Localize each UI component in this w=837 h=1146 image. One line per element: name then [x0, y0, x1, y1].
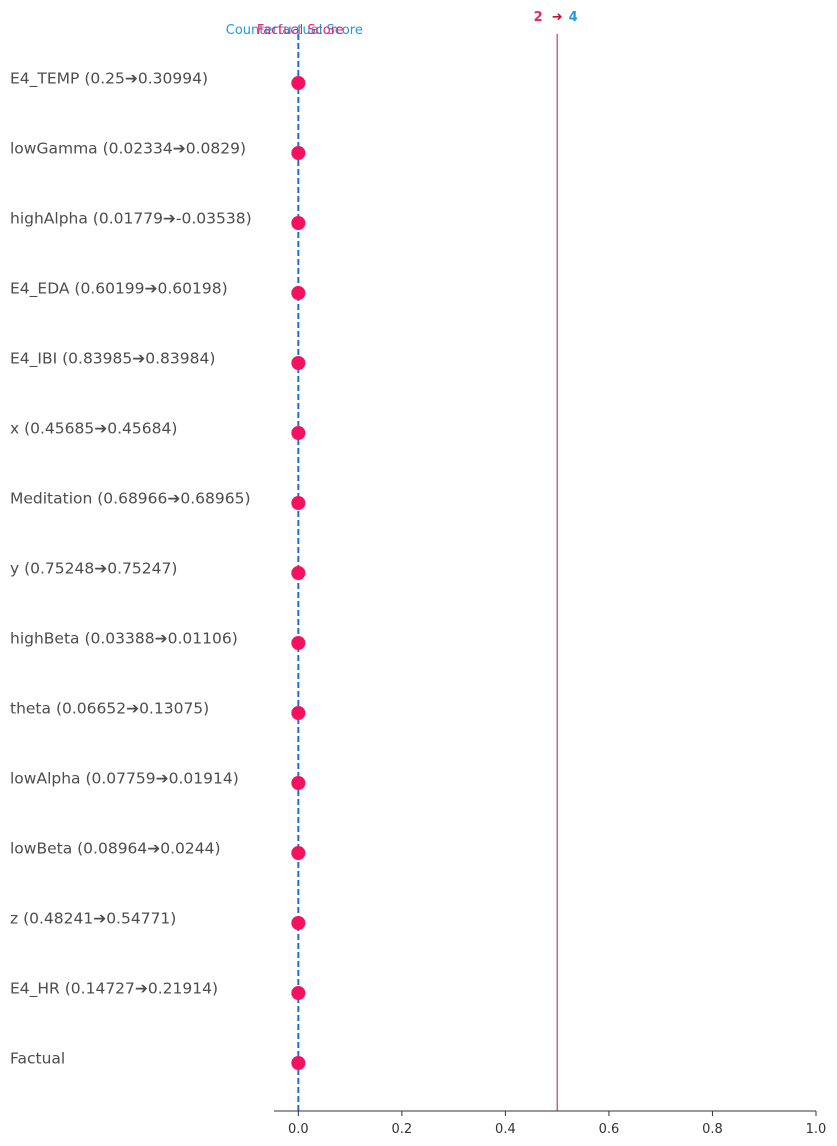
- x-tick-label: 0.0: [288, 1122, 309, 1137]
- factual-score-label: Factual Score: [257, 23, 344, 38]
- data-point: [291, 846, 306, 860]
- data-point: [291, 216, 306, 230]
- counterfactual-score-label: Counterfactual Score: [226, 23, 363, 38]
- feature-label: x (0.45685➔0.45684): [10, 420, 177, 438]
- feature-label: theta (0.06652➔0.13075): [10, 700, 209, 718]
- data-point: [291, 426, 306, 440]
- class-from-label: 2: [534, 10, 543, 25]
- feature-label: lowGamma (0.02334➔0.0829): [10, 140, 246, 158]
- feature-label: lowBeta (0.08964➔0.0244): [10, 840, 221, 858]
- x-tick-label: 1.0: [806, 1122, 827, 1137]
- class-arrow-label: ➜: [552, 10, 563, 25]
- x-tick-label: 0.4: [495, 1122, 516, 1137]
- x-tick-label: 0.2: [392, 1122, 413, 1137]
- x-tick-label: 0.8: [702, 1122, 723, 1137]
- data-point: [291, 776, 306, 790]
- feature-label: E4_TEMP (0.25➔0.30994): [10, 70, 208, 89]
- feature-label: E4_HR (0.14727➔0.21914): [10, 980, 218, 999]
- data-point: [291, 1056, 306, 1070]
- data-point: [291, 916, 306, 930]
- data-point: [291, 566, 306, 580]
- data-point: [291, 636, 306, 650]
- feature-label: lowAlpha (0.07759➔0.01914): [10, 770, 239, 788]
- x-tick-label: 0.6: [599, 1122, 620, 1137]
- data-point: [291, 706, 306, 720]
- feature-label: highAlpha (0.01779➔-0.03538): [10, 210, 252, 228]
- data-points: [291, 76, 306, 1070]
- class-to-label: 4: [569, 10, 578, 25]
- feature-label: z (0.48241➔0.54771): [10, 910, 176, 928]
- data-point: [291, 76, 306, 90]
- feature-label: Factual: [10, 1050, 65, 1068]
- feature-label: E4_IBI (0.83985➔0.83984): [10, 350, 215, 369]
- feature-label: highBeta (0.03388➔0.01106): [10, 630, 238, 648]
- data-point: [291, 286, 306, 300]
- data-point: [291, 496, 306, 510]
- feature-label: y (0.75248➔0.75247): [10, 560, 177, 578]
- feature-label: E4_EDA (0.60199➔0.60198): [10, 280, 228, 299]
- feature-label: Meditation (0.68966➔0.68965): [10, 490, 251, 508]
- feature-labels: E4_TEMP (0.25➔0.30994) lowGamma (0.02334➔…: [10, 70, 252, 1068]
- data-point: [291, 356, 306, 370]
- data-point: [291, 986, 306, 1000]
- x-ticks: 0.0 0.2 0.4 0.6 0.8 1.0: [288, 1111, 826, 1137]
- data-point: [291, 146, 306, 160]
